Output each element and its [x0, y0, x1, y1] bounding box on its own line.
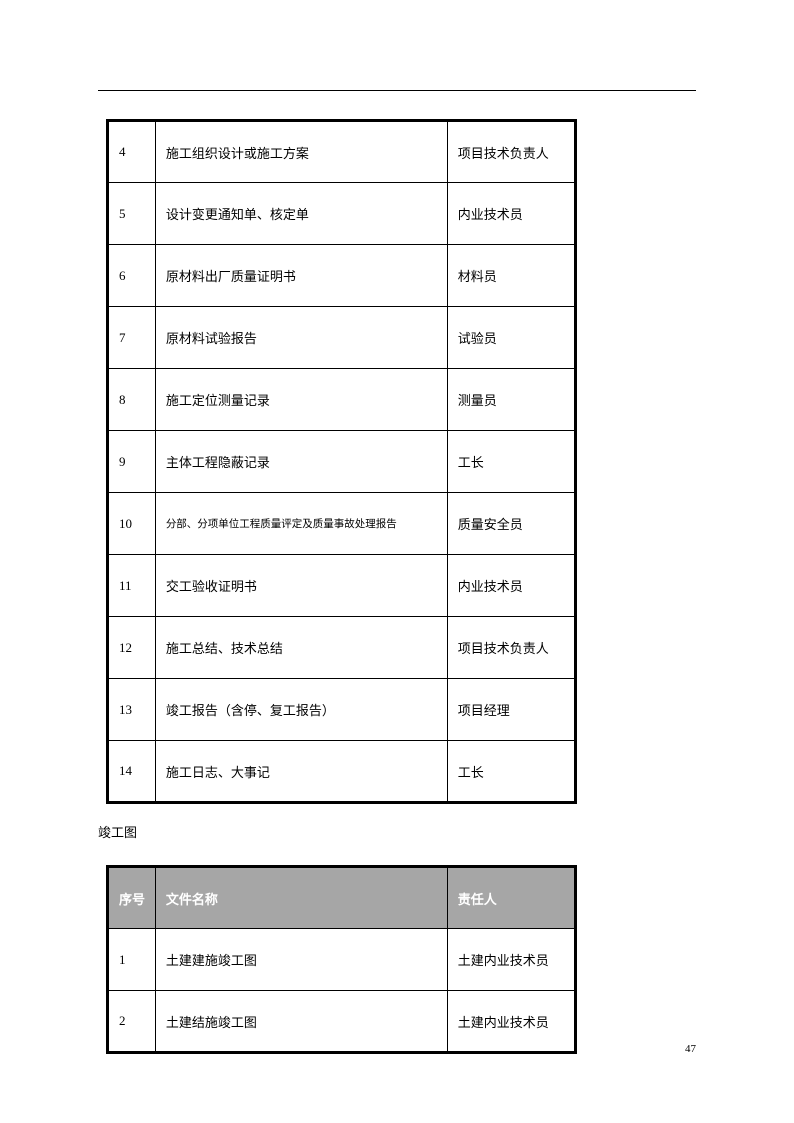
- cell-person: 土建内业技术员: [447, 929, 575, 991]
- section-label: 竣工图: [98, 822, 696, 841]
- table-row: 2土建结施竣工图土建内业技术员: [108, 991, 576, 1053]
- cell-name: 主体工程隐蔽记录: [155, 431, 447, 493]
- table-row: 10分部、分项单位工程质量评定及质量事故处理报告质量安全员: [108, 493, 576, 555]
- table-row: 12施工总结、技术总结项目技术负责人: [108, 617, 576, 679]
- cell-person: 项目技术负责人: [447, 121, 575, 183]
- table-row: 4施工组织设计或施工方案项目技术负责人: [108, 121, 576, 183]
- cell-person: 工长: [447, 431, 575, 493]
- cell-num: 12: [108, 617, 156, 679]
- cell-name: 施工日志、大事记: [155, 741, 447, 803]
- table-row: 6原材料出厂质量证明书材料员: [108, 245, 576, 307]
- cell-num: 9: [108, 431, 156, 493]
- cell-num: 14: [108, 741, 156, 803]
- cell-person: 试验员: [447, 307, 575, 369]
- cell-num: 7: [108, 307, 156, 369]
- documents-table-1: 4施工组织设计或施工方案项目技术负责人5设计变更通知单、核定单内业技术员6原材料…: [106, 119, 577, 804]
- cell-name: 土建建施竣工图: [155, 929, 447, 991]
- table-row: 11交工验收证明书内业技术员: [108, 555, 576, 617]
- cell-name: 施工组织设计或施工方案: [155, 121, 447, 183]
- cell-num: 11: [108, 555, 156, 617]
- cell-num: 6: [108, 245, 156, 307]
- table-row: 7原材料试验报告试验员: [108, 307, 576, 369]
- cell-name: 竣工报告（含停、复工报告）: [155, 679, 447, 741]
- documents-table-2: 序号 文件名称 责任人 1土建建施竣工图土建内业技术员2土建结施竣工图土建内业技…: [106, 865, 577, 1054]
- table2-header-row: 序号 文件名称 责任人: [108, 867, 576, 929]
- cell-person: 材料员: [447, 245, 575, 307]
- cell-num: 13: [108, 679, 156, 741]
- cell-person: 工长: [447, 741, 575, 803]
- table-row: 1土建建施竣工图土建内业技术员: [108, 929, 576, 991]
- cell-person: 项目技术负责人: [447, 617, 575, 679]
- table-row: 14施工日志、大事记工长: [108, 741, 576, 803]
- table-row: 13竣工报告（含停、复工报告）项目经理: [108, 679, 576, 741]
- cell-person: 土建内业技术员: [447, 991, 575, 1053]
- cell-name: 原材料出厂质量证明书: [155, 245, 447, 307]
- cell-name: 分部、分项单位工程质量评定及质量事故处理报告: [155, 493, 447, 555]
- table2-body: 1土建建施竣工图土建内业技术员2土建结施竣工图土建内业技术员: [108, 929, 576, 1053]
- cell-person: 项目经理: [447, 679, 575, 741]
- cell-name: 原材料试验报告: [155, 307, 447, 369]
- cell-name: 施工定位测量记录: [155, 369, 447, 431]
- table-row: 9主体工程隐蔽记录工长: [108, 431, 576, 493]
- cell-name: 交工验收证明书: [155, 555, 447, 617]
- table2-header-name: 文件名称: [155, 867, 447, 929]
- cell-person: 测量员: [447, 369, 575, 431]
- page-container: 4施工组织设计或施工方案项目技术负责人5设计变更通知单、核定单内业技术员6原材料…: [0, 0, 794, 1054]
- cell-name: 土建结施竣工图: [155, 991, 447, 1053]
- cell-person: 内业技术员: [447, 555, 575, 617]
- table2-header-person: 责任人: [447, 867, 575, 929]
- table-row: 8施工定位测量记录测量员: [108, 369, 576, 431]
- page-number: 47: [685, 1043, 696, 1055]
- cell-num: 10: [108, 493, 156, 555]
- cell-num: 1: [108, 929, 156, 991]
- cell-num: 8: [108, 369, 156, 431]
- top-rule: [98, 90, 696, 91]
- cell-num: 4: [108, 121, 156, 183]
- cell-person: 质量安全员: [447, 493, 575, 555]
- table2-header-num: 序号: [108, 867, 156, 929]
- cell-person: 内业技术员: [447, 183, 575, 245]
- cell-num: 2: [108, 991, 156, 1053]
- cell-name: 设计变更通知单、核定单: [155, 183, 447, 245]
- cell-num: 5: [108, 183, 156, 245]
- table-row: 5设计变更通知单、核定单内业技术员: [108, 183, 576, 245]
- cell-name: 施工总结、技术总结: [155, 617, 447, 679]
- table1-body: 4施工组织设计或施工方案项目技术负责人5设计变更通知单、核定单内业技术员6原材料…: [108, 121, 576, 803]
